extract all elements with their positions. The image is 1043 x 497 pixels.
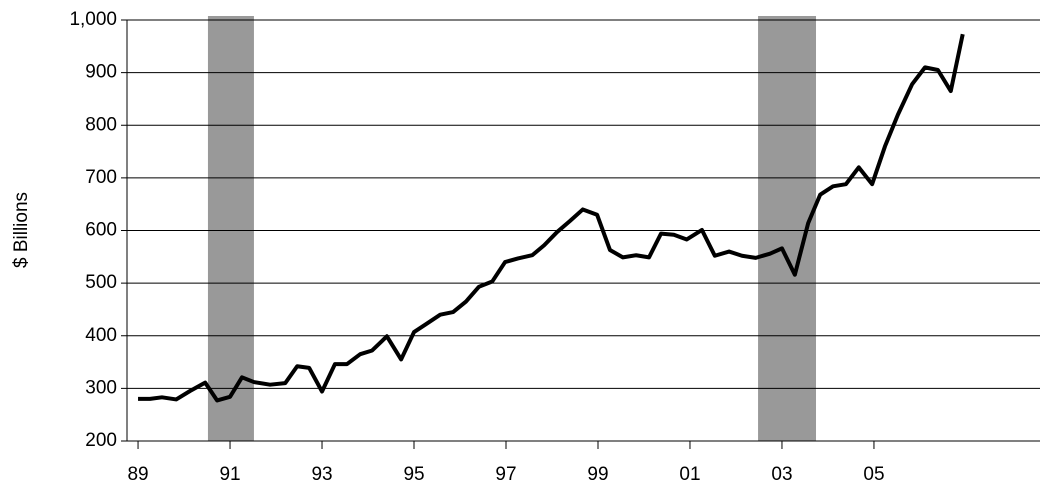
y-tick-label: 1,000	[69, 9, 117, 30]
y-tick-label: 600	[85, 220, 117, 241]
x-tick-label: 99	[587, 464, 608, 485]
x-tick-label: 91	[219, 464, 240, 485]
y-tick-label: 800	[85, 114, 117, 135]
y-tick-label: 400	[85, 325, 117, 346]
y-tick-label: 300	[85, 377, 117, 398]
y-tick-label: 200	[85, 430, 117, 451]
x-tick-label: 95	[403, 464, 424, 485]
x-tick-label: 97	[495, 464, 516, 485]
x-tick-label: 93	[311, 464, 332, 485]
data-line	[138, 33, 965, 403]
y-tick-label: 900	[85, 62, 117, 83]
recession-band	[207, 16, 254, 441]
y-tick-label: 500	[85, 272, 117, 293]
y-tick-label: 700	[85, 167, 117, 188]
x-tick-label: 01	[679, 464, 700, 485]
x-tick-label: 89	[127, 464, 148, 485]
x-tick-label: 03	[771, 464, 792, 485]
x-tick-label: 05	[863, 464, 884, 485]
y-axis-label: $ Billions	[11, 192, 32, 268]
